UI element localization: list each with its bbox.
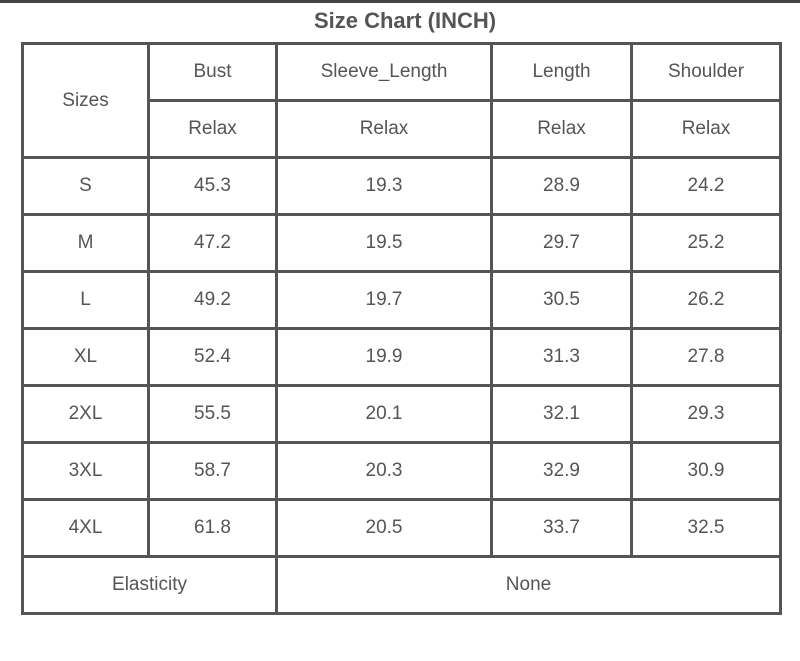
value-cell: 49.2 xyxy=(147,270,278,330)
value-cell: 29.7 xyxy=(490,213,633,273)
value-cell: 61.8 xyxy=(147,498,278,558)
size-cell: XL xyxy=(21,327,150,387)
value-cell: 20.1 xyxy=(275,384,493,444)
subheader-cell: Relax xyxy=(490,99,633,159)
value-cell: 30.9 xyxy=(630,441,782,501)
value-cell: 27.8 xyxy=(630,327,782,387)
value-cell: 26.2 xyxy=(630,270,782,330)
size-cell: S xyxy=(21,156,150,216)
table-row: Elasticity None xyxy=(21,555,782,615)
value-cell: 20.3 xyxy=(275,441,493,501)
footer-label: Elasticity xyxy=(21,555,278,615)
table-row: XL 52.4 19.9 31.3 27.8 xyxy=(21,327,782,387)
value-cell: 32.1 xyxy=(490,384,633,444)
value-cell: 25.2 xyxy=(630,213,782,273)
value-cell: 33.7 xyxy=(490,498,633,558)
size-cell: M xyxy=(21,213,150,273)
header-cell: Sizes xyxy=(21,42,150,159)
value-cell: 45.3 xyxy=(147,156,278,216)
table-row: L 49.2 19.7 30.5 26.2 xyxy=(21,270,782,330)
subheader-cell: Relax xyxy=(630,99,782,159)
value-cell: 29.3 xyxy=(630,384,782,444)
value-cell: 32.5 xyxy=(630,498,782,558)
size-cell: 3XL xyxy=(21,441,150,501)
table-row: 4XL 61.8 20.5 33.7 32.5 xyxy=(21,498,782,558)
table-row: M 47.2 19.5 29.7 25.2 xyxy=(21,213,782,273)
value-cell: 32.9 xyxy=(490,441,633,501)
header-cell: Length xyxy=(490,42,633,102)
table-row: 3XL 58.7 20.3 32.9 30.9 xyxy=(21,441,782,501)
value-cell: 28.9 xyxy=(490,156,633,216)
table-row: 2XL 55.5 20.1 32.1 29.3 xyxy=(21,384,782,444)
value-cell: 52.4 xyxy=(147,327,278,387)
value-cell: 24.2 xyxy=(630,156,782,216)
header-cell: Bust xyxy=(147,42,278,102)
value-cell: 20.5 xyxy=(275,498,493,558)
value-cell: 19.3 xyxy=(275,156,493,216)
size-cell: L xyxy=(21,270,150,330)
header-cell: Sleeve_Length xyxy=(275,42,493,102)
header-cell: Shoulder xyxy=(630,42,782,102)
value-cell: 30.5 xyxy=(490,270,633,330)
size-cell: 2XL xyxy=(21,384,150,444)
footer-value: None xyxy=(275,555,782,615)
value-cell: 58.7 xyxy=(147,441,278,501)
value-cell: 55.5 xyxy=(147,384,278,444)
value-cell: 47.2 xyxy=(147,213,278,273)
table-row: S 45.3 19.3 28.9 24.2 xyxy=(21,156,782,216)
subheader-cell: Relax xyxy=(275,99,493,159)
subheader-cell: Relax xyxy=(147,99,278,159)
title: Size Chart (INCH) xyxy=(313,8,497,33)
value-cell: 31.3 xyxy=(490,327,633,387)
size-table: Sizes Bust Sleeve_Length Length Shoulder Rela… xyxy=(21,42,782,615)
table-row: Sizes Bust Sleeve_Length Length Shoulder xyxy=(21,42,782,159)
size-cell: 4XL xyxy=(21,498,150,558)
value-cell: 19.7 xyxy=(275,270,493,330)
top-rule xyxy=(0,0,800,3)
table-row: Relax Relax Relax Relax xyxy=(23,99,782,159)
value-cell: 19.9 xyxy=(275,327,493,387)
value-cell: 19.5 xyxy=(275,213,493,273)
